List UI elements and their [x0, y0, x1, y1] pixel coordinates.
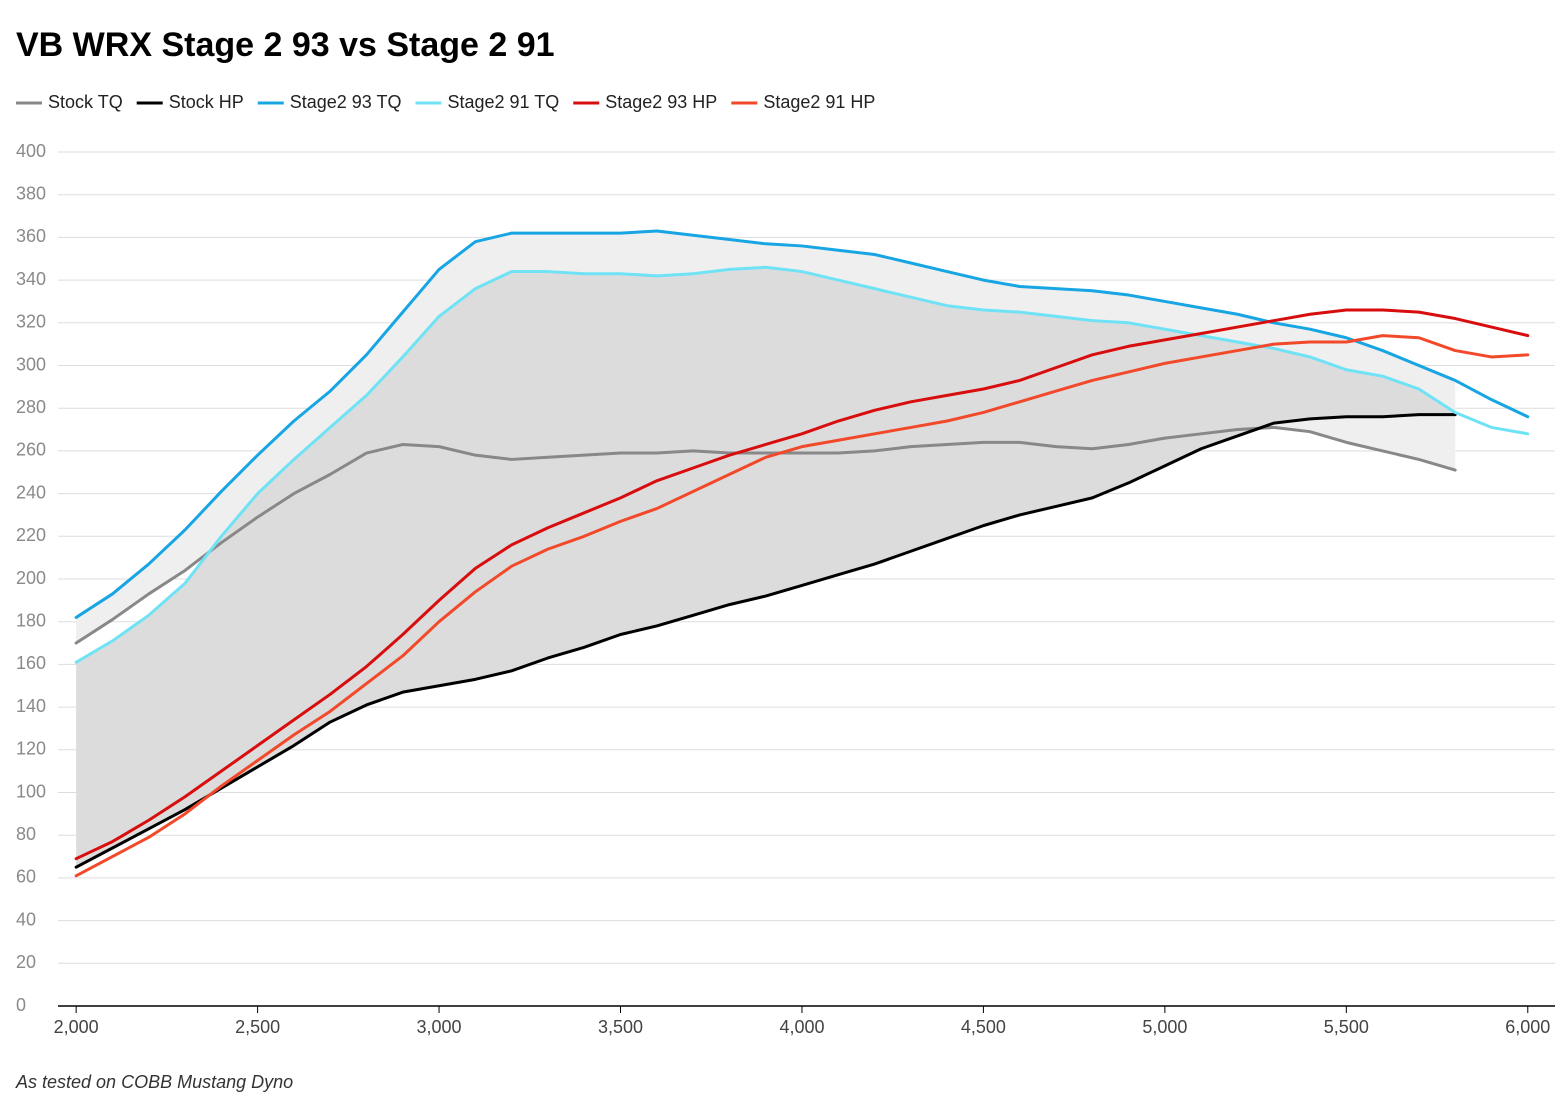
y-tick-label: 80 [16, 824, 36, 844]
x-tick-label: 3,500 [598, 1017, 643, 1037]
y-tick-label: 140 [16, 696, 46, 716]
y-tick-label: 400 [16, 141, 46, 161]
x-tick-label: 4,500 [961, 1017, 1006, 1037]
legend-label: Stock TQ [48, 92, 123, 112]
chart-title: VB WRX Stage 2 93 vs Stage 2 91 [16, 26, 555, 64]
x-tick-label: 2,500 [235, 1017, 280, 1037]
footnote: As tested on COBB Mustang Dyno [15, 1072, 293, 1092]
y-tick-label: 40 [16, 909, 36, 929]
legend-label: Stock HP [169, 92, 244, 112]
y-tick-label: 260 [16, 440, 46, 460]
legend-label: Stage2 93 TQ [290, 92, 402, 112]
series-line [74, 229, 1530, 619]
y-tick-label: 280 [16, 397, 46, 417]
y-tick-label: 60 [16, 867, 36, 887]
x-tick-label: 4,000 [779, 1017, 824, 1037]
y-tick-label: 240 [16, 482, 46, 502]
y-tick-label: 200 [16, 568, 46, 588]
series-line [74, 334, 1530, 878]
y-tick-label: 360 [16, 226, 46, 246]
x-tick-label: 5,000 [1142, 1017, 1187, 1037]
y-tick-label: 160 [16, 653, 46, 673]
y-tick-label: 100 [16, 781, 46, 801]
series-line [74, 308, 1530, 861]
series-line [74, 413, 1457, 869]
y-tick-label: 320 [16, 312, 46, 332]
y-tick-label: 300 [16, 354, 46, 374]
x-tick-label: 2,000 [54, 1017, 99, 1037]
legend-label: Stage2 91 TQ [447, 92, 559, 112]
legend-label: Stage2 93 HP [605, 92, 717, 112]
area-fill [76, 267, 1456, 868]
y-tick-label: 0 [16, 995, 26, 1015]
x-tick-label: 3,000 [417, 1017, 462, 1037]
y-tick-label: 20 [16, 952, 36, 972]
x-tick-label: 5,500 [1324, 1017, 1369, 1037]
y-tick-label: 180 [16, 610, 46, 630]
series-line [74, 425, 1457, 645]
y-tick-label: 380 [16, 183, 46, 203]
y-tick-label: 340 [16, 269, 46, 289]
y-tick-label: 220 [16, 525, 46, 545]
y-tick-label: 120 [16, 739, 46, 759]
series-line [74, 265, 1530, 664]
legend-label: Stage2 91 HP [763, 92, 875, 112]
x-tick-label: 6,000 [1505, 1017, 1550, 1037]
